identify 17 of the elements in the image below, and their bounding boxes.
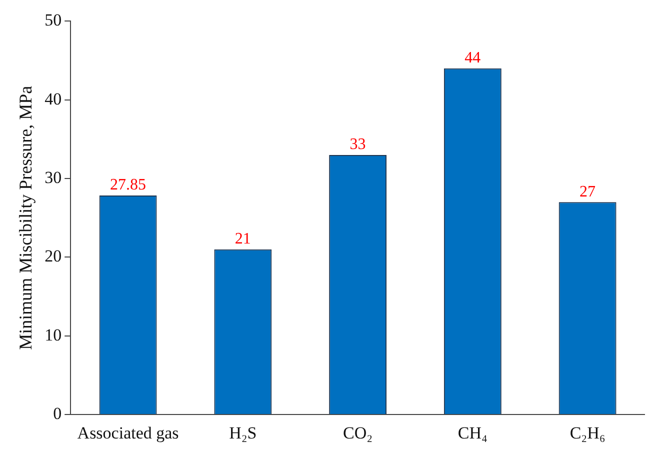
x-tick-label: CO₂ [343,423,373,442]
data-label: 27 [580,183,596,200]
x-tick-label: H₂S [229,423,257,442]
data-label: 44 [464,50,481,67]
y-tick-label: 10 [44,325,62,344]
y-axis-title: Minimum Miscibility Pressure, MPa [16,86,36,350]
y-tick-label: 50 [44,10,62,30]
y-tick-label: 40 [44,89,62,108]
y-tick-label: 20 [44,246,62,266]
data-label: 27.85 [110,176,146,194]
x-tick-label: Associated gas [77,423,179,442]
data-label: 21 [234,230,251,248]
x-tick-label: CH₄ [458,423,488,442]
y-tick-label: 0 [53,404,62,424]
x-tick-label: C₂H₆ [570,423,606,442]
data-label: 33 [350,136,366,154]
y-tick-label: 30 [44,168,62,188]
